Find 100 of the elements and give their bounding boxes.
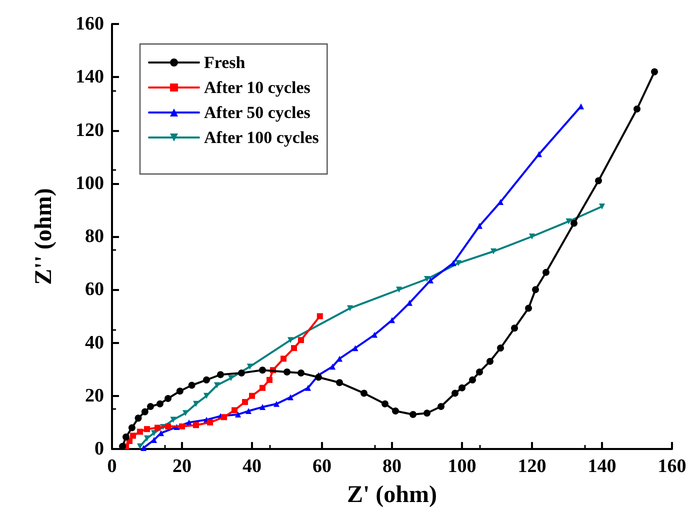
- point: [238, 370, 245, 377]
- point: [274, 400, 280, 407]
- point: [214, 382, 220, 388]
- point: [476, 222, 482, 229]
- y-tick-label: 140: [76, 66, 104, 88]
- x-tick-label: 120: [518, 456, 546, 477]
- point: [134, 414, 142, 422]
- point: [497, 344, 504, 352]
- point: [147, 403, 154, 410]
- point: [228, 375, 234, 382]
- x-tick-label: 140: [588, 456, 616, 477]
- point: [188, 382, 196, 389]
- point: [217, 371, 224, 378]
- point: [242, 398, 248, 405]
- y-tick-label: 0: [94, 438, 104, 460]
- point: [288, 337, 294, 344]
- point: [179, 423, 185, 430]
- point: [291, 345, 297, 352]
- point: [260, 384, 266, 391]
- point: [392, 408, 399, 415]
- point: [316, 313, 323, 320]
- point: [424, 410, 430, 417]
- y-tick-label: 60: [85, 279, 104, 300]
- point: [130, 432, 136, 439]
- point: [221, 414, 227, 420]
- point: [144, 426, 150, 432]
- point: [280, 356, 286, 362]
- y-tick-label: 40: [85, 332, 104, 354]
- point: [458, 384, 466, 392]
- point: [456, 260, 462, 266]
- point: [347, 305, 353, 312]
- point: [249, 392, 255, 399]
- x-tick-label: 160: [658, 456, 686, 477]
- point: [330, 364, 336, 370]
- point: [266, 376, 272, 383]
- point: [476, 368, 483, 376]
- point: [232, 407, 238, 414]
- point: [170, 416, 176, 423]
- point: [176, 388, 184, 395]
- point: [122, 434, 130, 441]
- point: [498, 198, 504, 205]
- point: [193, 422, 199, 428]
- point: [137, 428, 143, 435]
- point: [529, 234, 535, 240]
- point: [207, 419, 213, 426]
- point: [525, 304, 532, 312]
- point: [570, 220, 578, 227]
- point: [288, 394, 294, 400]
- x-axis-title: Z' (ohm): [347, 482, 437, 508]
- legend-label: After 100 cycles: [204, 128, 320, 147]
- point: [156, 400, 164, 408]
- point: [260, 404, 266, 410]
- x-tick-label: 100: [448, 456, 476, 477]
- point: [128, 424, 136, 432]
- y-tick-label: 20: [85, 385, 104, 406]
- x-tick-label: 60: [312, 456, 332, 477]
- y-tick-label: 100: [76, 172, 104, 194]
- point: [452, 390, 458, 397]
- point: [336, 356, 342, 362]
- x-tick-label: 0: [107, 456, 117, 477]
- point: [246, 364, 253, 370]
- y-tick-label: 120: [76, 120, 104, 141]
- point: [284, 368, 290, 376]
- point: [235, 411, 241, 418]
- x-tick-label: 20: [172, 456, 192, 477]
- point: [372, 332, 378, 338]
- point: [410, 410, 416, 418]
- legend-label: After 50 cycles: [204, 103, 311, 122]
- point: [438, 403, 444, 410]
- point: [651, 68, 658, 76]
- point: [137, 443, 143, 450]
- point: [141, 408, 148, 416]
- point: [352, 345, 358, 352]
- point: [536, 151, 542, 158]
- legend-label: After 10 cycles: [204, 78, 311, 97]
- point: [486, 358, 494, 365]
- point: [119, 442, 126, 450]
- point: [532, 286, 539, 294]
- x-tick-label: 40: [242, 456, 262, 477]
- point: [315, 374, 322, 381]
- point: [599, 203, 605, 210]
- point: [566, 218, 572, 224]
- point: [151, 436, 157, 443]
- point: [396, 286, 402, 293]
- y-axis-title: Z'' (ohm): [31, 188, 57, 285]
- point: [259, 366, 266, 374]
- x-tick-label: 80: [382, 456, 402, 477]
- point: [542, 268, 550, 276]
- point: [634, 106, 640, 112]
- point: [144, 435, 150, 442]
- y-tick-label: 160: [76, 14, 104, 34]
- point: [469, 376, 476, 384]
- point: [450, 260, 456, 266]
- point: [424, 276, 430, 282]
- point: [140, 444, 146, 451]
- point: [298, 337, 304, 344]
- point: [246, 408, 252, 414]
- point: [164, 395, 172, 402]
- point: [154, 424, 160, 431]
- legend-label: Fresh: [204, 53, 246, 72]
